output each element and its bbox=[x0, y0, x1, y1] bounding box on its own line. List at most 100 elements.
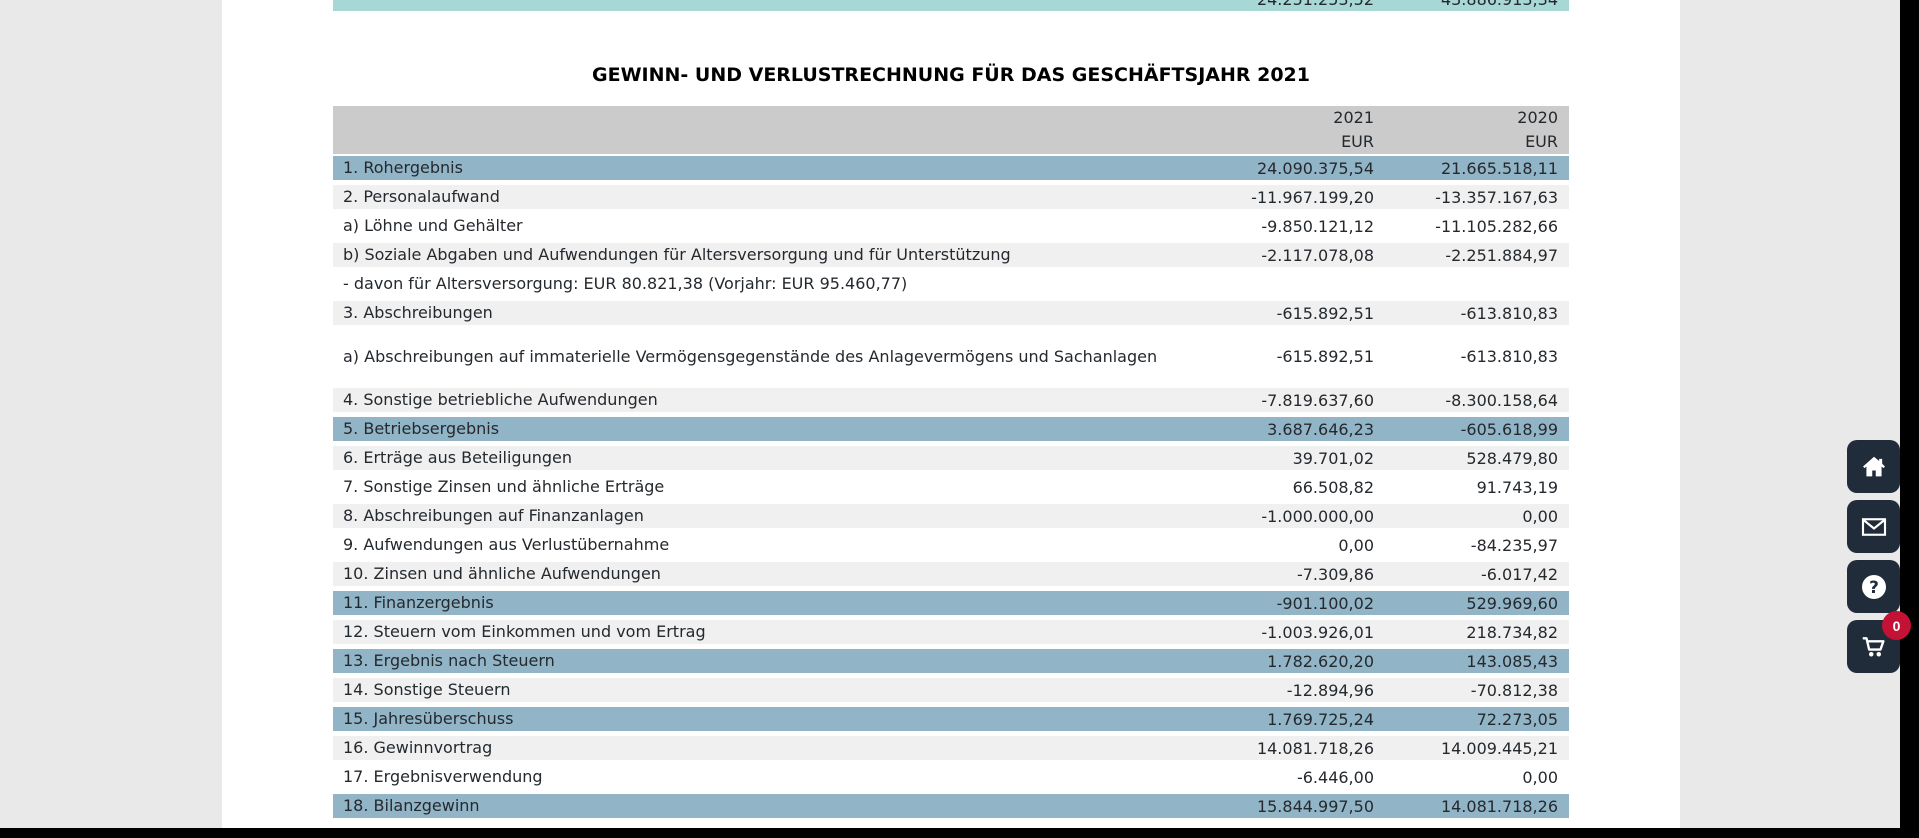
row-value-2021: 0,00 bbox=[1338, 535, 1374, 555]
mail-icon bbox=[1859, 512, 1889, 542]
row-label: a) Abschreibungen auf immaterielle Vermö… bbox=[343, 346, 1158, 366]
header-col-2021: 2021 EUR bbox=[1194, 106, 1374, 154]
row-value-2021: 3.687.646,23 bbox=[1267, 419, 1374, 439]
document-content-area: 24.251.253,52 43.886.913,34 GEWINN- UND … bbox=[222, 0, 1680, 838]
table-row: a) Löhne und Gehälter -9.850.121,12 -11.10… bbox=[333, 214, 1569, 238]
row-value-2020: -11.105.282,66 bbox=[1435, 216, 1558, 236]
table-row: 7. Sonstige Zinsen und ähnliche Erträge 6… bbox=[333, 475, 1569, 499]
row-value-2020: -2.251.884,97 bbox=[1445, 245, 1558, 265]
mail-button[interactable] bbox=[1847, 500, 1900, 553]
row-value-2021: 14.081.718,26 bbox=[1256, 738, 1374, 758]
table-header-row: 2021 EUR 2020 EUR bbox=[333, 106, 1569, 154]
cart-badge: 0 bbox=[1882, 611, 1911, 640]
table-row: - davon für Altersversorgung: EUR 80.821… bbox=[333, 272, 1569, 296]
page-title: GEWINN- UND VERLUSTRECHNUNG FÜR DAS GESC… bbox=[592, 64, 1310, 86]
row-value-2020: 72.273,05 bbox=[1476, 709, 1558, 729]
row-label: 17. Ergebnisverwendung bbox=[343, 767, 543, 786]
table-row: 12. Steuern vom Einkommen und vom Ertrag… bbox=[333, 620, 1569, 644]
row-value-2020: -13.357.167,63 bbox=[1435, 187, 1558, 207]
bottom-bar bbox=[0, 828, 1919, 838]
window-edge-strip bbox=[1900, 0, 1919, 838]
row-label: 14. Sonstige Steuern bbox=[343, 680, 511, 699]
row-value-2021: -2.117.078,08 bbox=[1261, 245, 1374, 265]
row-value-2021: 39.701,02 bbox=[1292, 448, 1374, 468]
table-row: a) Abschreibungen auf immaterielle Vermö… bbox=[333, 330, 1569, 383]
row-value-2020: 21.665.518,11 bbox=[1440, 158, 1558, 178]
row-value-2021: -9.850.121,12 bbox=[1261, 216, 1374, 236]
table-row: 18. Bilanzgewinn 15.844.997,50 14.081.718,… bbox=[333, 794, 1569, 818]
table-body: 1. Rohergebnis 24.090.375,54 21.665.518,11… bbox=[333, 156, 1569, 818]
statement-table-area: 24.251.253,52 43.886.913,34 GEWINN- UND … bbox=[333, 0, 1569, 823]
row-value-2020: -84.235,97 bbox=[1470, 535, 1558, 555]
row-value-2020: 528.479,80 bbox=[1466, 448, 1558, 468]
floating-button-stack: ? 0 bbox=[1847, 440, 1911, 680]
cart-button[interactable]: 0 bbox=[1847, 611, 1911, 673]
svg-text:?: ? bbox=[1869, 576, 1879, 596]
row-value-2021: -7.309,86 bbox=[1296, 564, 1374, 584]
row-label: 13. Ergebnis nach Steuern bbox=[343, 651, 555, 670]
row-label: 8. Abschreibungen auf Finanzanlagen bbox=[343, 506, 644, 525]
row-label: b) Soziale Abgaben und Aufwendungen für … bbox=[343, 245, 1011, 264]
table-row: 5. Betriebsergebnis 3.687.646,23 -605.618,… bbox=[333, 417, 1569, 441]
row-value-2021: -6.446,00 bbox=[1296, 767, 1374, 787]
row-label: 5. Betriebsergebnis bbox=[343, 419, 500, 438]
row-label: 16. Gewinnvortrag bbox=[343, 738, 493, 757]
row-value-2020: 0,00 bbox=[1522, 506, 1558, 526]
help-button[interactable]: ? bbox=[1847, 560, 1900, 613]
header-year-2021: 2021 bbox=[1333, 108, 1374, 127]
home-icon bbox=[1860, 453, 1888, 481]
row-value-2021: 1.769.725,24 bbox=[1267, 709, 1374, 729]
row-value-2020: -613.810,83 bbox=[1460, 303, 1558, 323]
row-value-2021: -1.003.926,01 bbox=[1261, 622, 1374, 642]
row-label: 12. Steuern vom Einkommen und vom Ertrag bbox=[343, 622, 706, 641]
row-value-2020: 218.734,82 bbox=[1466, 622, 1558, 642]
row-value-2020: 91.743,19 bbox=[1476, 477, 1558, 497]
row-value-2021: 66.508,82 bbox=[1292, 477, 1374, 497]
table-row: 15. Jahresüberschuss 1.769.725,24 72.273,0… bbox=[333, 707, 1569, 731]
row-label: 2. Personalaufwand bbox=[343, 187, 500, 206]
row-value-2020: 0,00 bbox=[1522, 767, 1558, 787]
table-row: 16. Gewinnvortrag 14.081.718,26 14.009.445… bbox=[333, 736, 1569, 760]
table-row: 10. Zinsen und ähnliche Aufwendungen -7.3… bbox=[333, 562, 1569, 586]
row-label: 9. Aufwendungen aus Verlustübernahme bbox=[343, 535, 670, 554]
row-value-2021: -7.819.637,60 bbox=[1261, 390, 1374, 410]
table-row: 13. Ergebnis nach Steuern 1.782.620,20 143… bbox=[333, 649, 1569, 673]
row-value-2020: -605.618,99 bbox=[1460, 419, 1558, 439]
row-value-2021: -12.894,96 bbox=[1286, 680, 1374, 700]
table-row: 2. Personalaufwand -11.967.199,20 -13.357.… bbox=[333, 185, 1569, 209]
row-label: 18. Bilanzgewinn bbox=[343, 796, 480, 815]
help-icon: ? bbox=[1859, 572, 1889, 602]
table-row: 8. Abschreibungen auf Finanzanlagen -1.00… bbox=[333, 504, 1569, 528]
row-label: 15. Jahresüberschuss bbox=[343, 709, 514, 728]
row-label: 6. Erträge aus Beteiligungen bbox=[343, 448, 572, 467]
header-currency-2020: EUR bbox=[1525, 132, 1558, 151]
row-value-2020: 529.969,60 bbox=[1466, 593, 1558, 613]
header-col-2020: 2020 EUR bbox=[1374, 106, 1558, 154]
row-value-2020: 143.085,43 bbox=[1466, 651, 1558, 671]
clipped-total-row: 24.251.253,52 43.886.913,34 bbox=[333, 0, 1569, 11]
table-row: 3. Abschreibungen -615.892,51 -613.810,83 bbox=[333, 301, 1569, 325]
table-row: 9. Aufwendungen aus Verlustübernahme 0,00… bbox=[333, 533, 1569, 557]
clipped-total-2021: 24.251.253,52 bbox=[1194, 0, 1374, 9]
row-value-2020: 14.009.445,21 bbox=[1440, 738, 1558, 758]
row-label: 1. Rohergebnis bbox=[343, 158, 463, 177]
header-currency-2021: EUR bbox=[1341, 132, 1374, 151]
table-row: 14. Sonstige Steuern -12.894,96 -70.812,38 bbox=[333, 678, 1569, 702]
row-value-2021: 1.782.620,20 bbox=[1267, 651, 1374, 671]
table-row: 11. Finanzergebnis -901.100,02 529.969,60 bbox=[333, 591, 1569, 615]
row-value-2020: -70.812,38 bbox=[1470, 680, 1558, 700]
row-value-2020: -8.300.158,64 bbox=[1445, 390, 1558, 410]
home-button[interactable] bbox=[1847, 440, 1900, 493]
clipped-total-2020: 43.886.913,34 bbox=[1374, 0, 1558, 9]
row-value-2021: -1.000.000,00 bbox=[1261, 506, 1374, 526]
row-label: 7. Sonstige Zinsen und ähnliche Erträge bbox=[343, 477, 665, 496]
row-label: 10. Zinsen und ähnliche Aufwendungen bbox=[343, 564, 661, 583]
row-label: 11. Finanzergebnis bbox=[343, 593, 494, 612]
row-value-2021: -615.892,51 bbox=[1276, 347, 1374, 366]
table-row: b) Soziale Abgaben und Aufwendungen für … bbox=[333, 243, 1569, 267]
row-label: 4. Sonstige betriebliche Aufwendungen bbox=[343, 390, 658, 409]
header-year-2020: 2020 bbox=[1517, 108, 1558, 127]
cart-icon bbox=[1859, 632, 1889, 662]
pnl-table: 2021 EUR 2020 EUR 1. Rohergebnis 24.090.3… bbox=[333, 106, 1569, 818]
